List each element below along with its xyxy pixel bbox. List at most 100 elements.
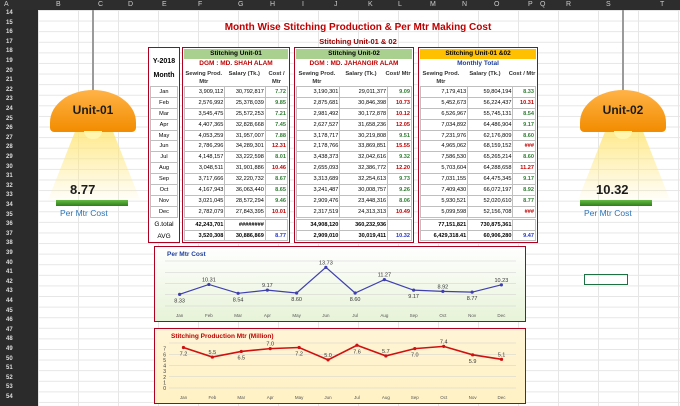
row-header-37[interactable]: 37 [6, 230, 13, 237]
row-header-49[interactable]: 49 [6, 346, 13, 352]
value-cell[interactable]: 59,804,194 [467, 86, 514, 98]
value-cell[interactable]: 7,031,155 [419, 173, 469, 186]
value-cell[interactable]: 30,219,808 [339, 129, 389, 142]
value-cell[interactable]: 31,901,886 [224, 162, 266, 175]
row-header-25[interactable]: 25 [6, 115, 13, 122]
data-point[interactable] [295, 291, 299, 295]
cost-cell[interactable]: 10.01 [264, 205, 289, 218]
row-header-24[interactable]: 24 [6, 106, 13, 112]
column-header-L[interactable]: L [398, 1, 402, 8]
value-cell[interactable]: 3,313,689 [295, 173, 341, 186]
selected-cell[interactable] [584, 274, 628, 285]
value-cell[interactable]: 23,448,316 [339, 194, 389, 207]
row-header-54[interactable]: 54 [6, 394, 13, 400]
cost-cell[interactable]: 15.55 [387, 140, 412, 153]
data-point[interactable] [265, 288, 269, 292]
cost-cell[interactable]: 9.32 [387, 151, 412, 164]
value-cell[interactable]: 42,243,701 [183, 218, 226, 231]
value-cell[interactable]: 52,020,610 [467, 194, 514, 207]
cost-cell[interactable] [387, 218, 412, 231]
row-header-15[interactable]: 15 [6, 19, 13, 26]
value-cell[interactable]: 5,452,673 [419, 96, 469, 109]
month-cell[interactable]: Nov [150, 194, 178, 207]
value-cell[interactable]: 4,167,943 [183, 184, 226, 196]
value-cell[interactable]: 32,042,616 [339, 151, 389, 164]
value-cell[interactable]: 24,313,313 [339, 205, 389, 218]
row-header-48[interactable]: 48 [6, 336, 13, 343]
data-point[interactable] [324, 265, 328, 269]
data-point[interactable] [178, 292, 182, 296]
value-cell[interactable]: 6,526,967 [419, 107, 469, 120]
cost-cell[interactable]: 8.77 [264, 229, 289, 242]
row-header-35[interactable]: 35 [6, 211, 13, 218]
per-mtr-cost-chart[interactable]: Per Mtr Cost 8.33 Jan 10.31 Feb 8.54 Mar 9.17 Ap… [154, 246, 526, 322]
row-header-19[interactable]: 19 [6, 58, 13, 64]
data-point[interactable] [499, 357, 504, 361]
month-cell[interactable]: Aug [150, 162, 178, 175]
cost-cell[interactable]: ### [512, 205, 536, 218]
value-cell[interactable]: 7,034,892 [419, 118, 469, 131]
data-point[interactable] [441, 289, 445, 293]
cost-cell[interactable] [264, 218, 289, 231]
column-header-Q[interactable]: Q [540, 1, 546, 8]
value-cell[interactable]: 7,179,413 [419, 86, 469, 98]
value-cell[interactable]: 66,072,197 [467, 184, 514, 196]
value-cell[interactable]: 4,407,365 [183, 118, 226, 131]
data-point[interactable] [207, 282, 211, 287]
column-header-R[interactable]: R [566, 1, 572, 8]
value-cell[interactable]: 3,190,301 [295, 86, 341, 98]
value-cell[interactable]: 52,156,708 [467, 205, 514, 218]
value-cell[interactable]: 34,908,120 [295, 218, 341, 231]
value-cell[interactable]: 5,703,604 [419, 162, 469, 175]
row-header-45[interactable]: 45 [6, 307, 13, 314]
value-cell[interactable]: 2,576,992 [183, 96, 226, 109]
value-cell[interactable]: 60,906,280 [467, 229, 514, 242]
value-cell[interactable]: 3,909,112 [183, 86, 226, 98]
row-header-39[interactable]: 39 [6, 250, 13, 256]
value-cell[interactable]: 2,627,527 [295, 118, 341, 131]
value-cell[interactable]: 25,378,039 [224, 96, 266, 109]
month-cell[interactable]: Dec [150, 205, 178, 218]
value-cell[interactable]: 64,288,658 [467, 162, 514, 175]
value-cell[interactable]: 7,586,530 [419, 151, 469, 164]
data-point[interactable] [297, 345, 301, 350]
value-cell[interactable]: 29,011,377 [339, 86, 389, 98]
cost-cell[interactable]: 12.20 [387, 162, 412, 175]
production-chart[interactable]: Stitching Production Mtr (Million) 0 1 2 3 4 5… [154, 328, 526, 404]
value-cell[interactable]: 3,545,475 [183, 107, 226, 120]
value-cell[interactable]: 30,886,869 [224, 229, 266, 242]
row-header-21[interactable]: 21 [6, 77, 13, 84]
month-cell[interactable]: Oct [150, 184, 178, 196]
value-cell[interactable]: 77,151,821 [419, 218, 469, 231]
cost-cell[interactable]: 9.09 [387, 86, 412, 98]
data-point[interactable] [326, 358, 330, 362]
data-point[interactable] [382, 278, 386, 282]
cost-cell[interactable]: 12.31 [264, 140, 289, 153]
cost-cell[interactable]: 8.06 [387, 194, 412, 207]
value-cell[interactable]: 3,717,666 [183, 173, 226, 186]
cost-cell[interactable]: 10.12 [387, 107, 412, 120]
value-cell[interactable]: 64,475,345 [467, 173, 514, 186]
cost-cell[interactable]: 7.45 [264, 118, 289, 131]
cost-cell[interactable]: 8.33 [512, 86, 536, 98]
value-cell[interactable]: 30,019,411 [339, 229, 389, 242]
row-header-22[interactable]: 22 [6, 86, 13, 93]
value-cell[interactable]: 3,021,045 [183, 194, 226, 207]
value-cell[interactable]: 7,409,430 [419, 184, 469, 196]
cost-cell[interactable]: 8.65 [264, 184, 289, 196]
cost-cell[interactable]: 8.77 [512, 194, 536, 207]
value-cell[interactable]: 2,786,296 [183, 140, 226, 153]
data-point[interactable] [412, 288, 416, 292]
data-point[interactable] [181, 345, 186, 350]
value-cell[interactable]: 30,172,878 [339, 107, 389, 120]
value-cell[interactable]: 2,981,492 [295, 107, 341, 120]
data-point[interactable] [471, 353, 475, 357]
value-cell[interactable]: 2,317,519 [295, 205, 341, 218]
column-header-B[interactable]: B [56, 1, 61, 8]
cost-cell[interactable]: 7.72 [264, 86, 289, 98]
cost-cell[interactable]: 8.01 [264, 151, 289, 164]
value-cell[interactable]: 31,658,236 [339, 118, 389, 131]
value-cell[interactable]: 68,159,152 [467, 140, 514, 153]
row-header-17[interactable]: 17 [6, 38, 13, 45]
cost-cell[interactable]: 8.67 [264, 173, 289, 186]
